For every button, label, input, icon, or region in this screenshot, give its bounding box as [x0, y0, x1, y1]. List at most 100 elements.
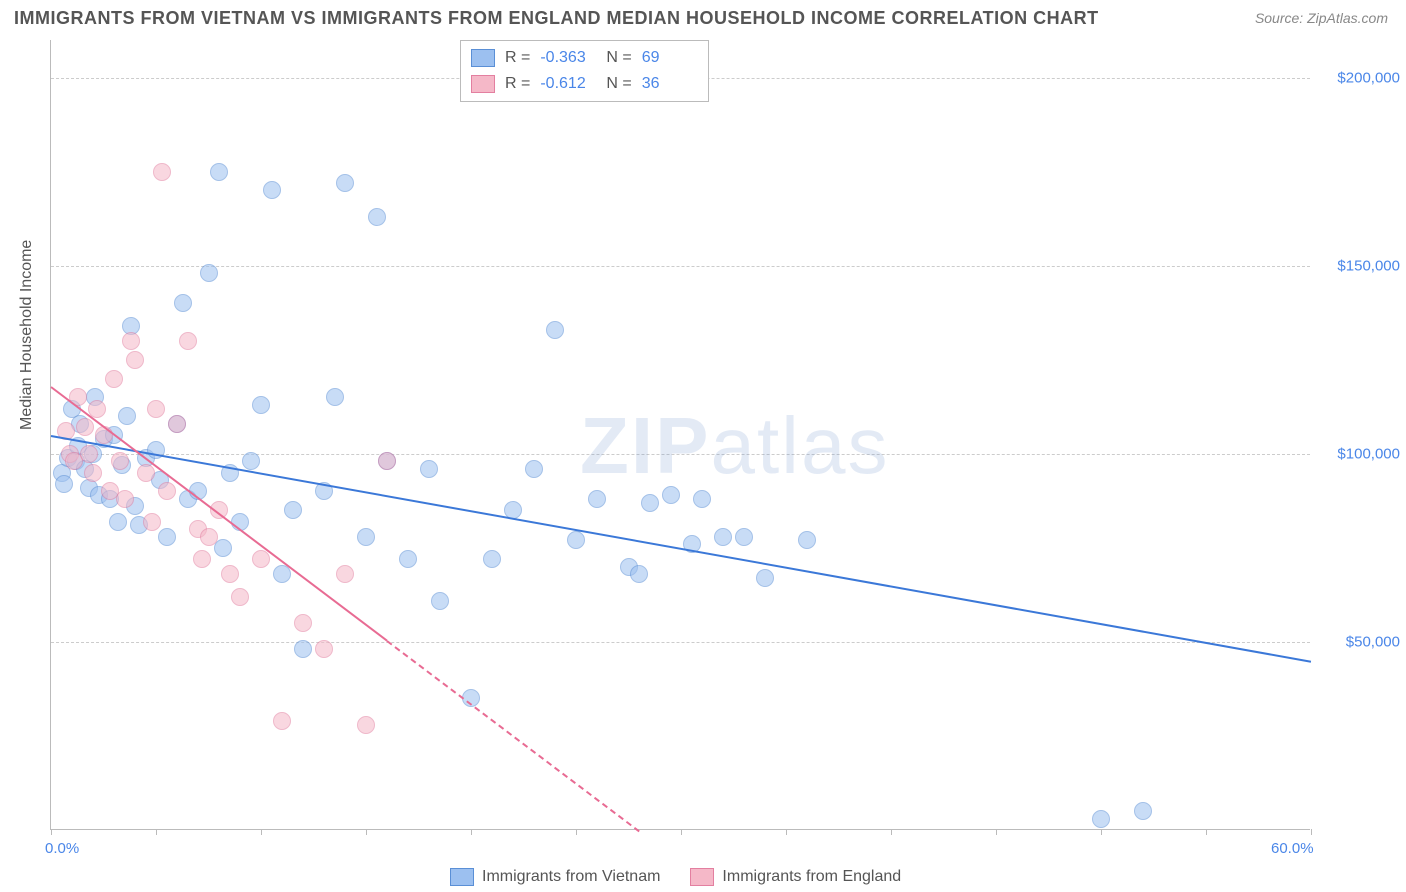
series-legend: Immigrants from Vietnam Immigrants from E…	[450, 868, 901, 886]
data-point-england	[116, 490, 134, 508]
x-tick-mark	[681, 829, 682, 835]
data-point-vietnam	[55, 475, 73, 493]
r-value: -0.612	[540, 71, 596, 97]
data-point-england	[273, 712, 291, 730]
data-point-vietnam	[588, 490, 606, 508]
data-point-england	[357, 716, 375, 734]
x-tick-label: 0.0%	[45, 840, 79, 857]
data-point-england	[336, 565, 354, 583]
data-point-vietnam	[252, 396, 270, 414]
data-point-vietnam	[284, 501, 302, 519]
x-tick-mark	[996, 829, 997, 835]
data-point-england	[105, 370, 123, 388]
data-point-vietnam	[1092, 810, 1110, 828]
x-tick-mark	[1311, 829, 1312, 835]
r-label: R =	[505, 71, 530, 97]
data-point-vietnam	[714, 528, 732, 546]
data-point-vietnam	[357, 528, 375, 546]
legend-swatch	[690, 868, 714, 886]
x-tick-mark	[891, 829, 892, 835]
y-tick-label: $200,000	[1320, 69, 1400, 86]
data-point-vietnam	[263, 181, 281, 199]
data-point-england	[143, 513, 161, 531]
legend-label: Immigrants from Vietnam	[482, 868, 660, 886]
data-point-vietnam	[294, 640, 312, 658]
data-point-vietnam	[546, 321, 564, 339]
r-value: -0.363	[540, 45, 596, 71]
x-tick-mark	[366, 829, 367, 835]
data-point-vietnam	[641, 494, 659, 512]
data-point-vietnam	[118, 407, 136, 425]
x-tick-label: 60.0%	[1271, 840, 1314, 857]
data-point-vietnam	[158, 528, 176, 546]
data-point-vietnam	[483, 550, 501, 568]
data-point-vietnam	[662, 486, 680, 504]
data-point-vietnam	[109, 513, 127, 531]
data-point-vietnam	[1134, 802, 1152, 820]
gridline	[51, 454, 1310, 455]
data-point-vietnam	[525, 460, 543, 478]
data-point-england	[315, 640, 333, 658]
data-point-england	[231, 588, 249, 606]
plot-area: $50,000$100,000$150,000$200,0000.0%60.0%	[50, 40, 1310, 830]
legend-swatch	[471, 75, 495, 93]
data-point-england	[193, 550, 211, 568]
gridline	[51, 642, 1310, 643]
data-point-vietnam	[756, 569, 774, 587]
data-point-vietnam	[336, 174, 354, 192]
source-label: Source: ZipAtlas.com	[1255, 10, 1388, 26]
stats-legend: R = -0.363 N = 69 R = -0.612 N = 36	[460, 40, 709, 102]
legend-swatch	[471, 49, 495, 67]
y-tick-label: $100,000	[1320, 445, 1400, 462]
x-tick-mark	[576, 829, 577, 835]
data-point-vietnam	[242, 452, 260, 470]
y-axis-label: Median Household Income	[18, 240, 36, 430]
x-tick-mark	[156, 829, 157, 835]
x-tick-mark	[786, 829, 787, 835]
data-point-england	[122, 332, 140, 350]
x-tick-mark	[51, 829, 52, 835]
data-point-england	[294, 614, 312, 632]
y-tick-label: $50,000	[1320, 633, 1400, 650]
data-point-england	[126, 351, 144, 369]
data-point-england	[147, 400, 165, 418]
data-point-england	[153, 163, 171, 181]
x-tick-mark	[471, 829, 472, 835]
data-point-england	[80, 445, 98, 463]
n-value: 69	[642, 45, 698, 71]
data-point-vietnam	[210, 163, 228, 181]
trendline	[386, 640, 639, 832]
n-label: N =	[606, 71, 631, 97]
x-tick-mark	[261, 829, 262, 835]
data-point-england	[158, 482, 176, 500]
x-tick-mark	[1101, 829, 1102, 835]
data-point-vietnam	[431, 592, 449, 610]
data-point-england	[221, 565, 239, 583]
x-tick-mark	[1206, 829, 1207, 835]
data-point-vietnam	[567, 531, 585, 549]
data-point-vietnam	[735, 528, 753, 546]
data-point-vietnam	[798, 531, 816, 549]
data-point-vietnam	[200, 264, 218, 282]
data-point-england	[168, 415, 186, 433]
trendline	[51, 435, 1311, 663]
data-point-vietnam	[368, 208, 386, 226]
legend-swatch	[450, 868, 474, 886]
data-point-england	[179, 332, 197, 350]
r-label: R =	[505, 45, 530, 71]
data-point-england	[76, 418, 94, 436]
data-point-vietnam	[174, 294, 192, 312]
data-point-vietnam	[630, 565, 648, 583]
n-label: N =	[606, 45, 631, 71]
data-point-england	[95, 426, 113, 444]
data-point-england	[111, 452, 129, 470]
data-point-vietnam	[420, 460, 438, 478]
y-tick-label: $150,000	[1320, 257, 1400, 274]
n-value: 36	[642, 71, 698, 97]
data-point-england	[378, 452, 396, 470]
stats-row-vietnam: R = -0.363 N = 69	[471, 45, 698, 71]
legend-label: Immigrants from England	[722, 868, 901, 886]
stats-row-england: R = -0.612 N = 36	[471, 71, 698, 97]
data-point-vietnam	[214, 539, 232, 557]
data-point-vietnam	[326, 388, 344, 406]
